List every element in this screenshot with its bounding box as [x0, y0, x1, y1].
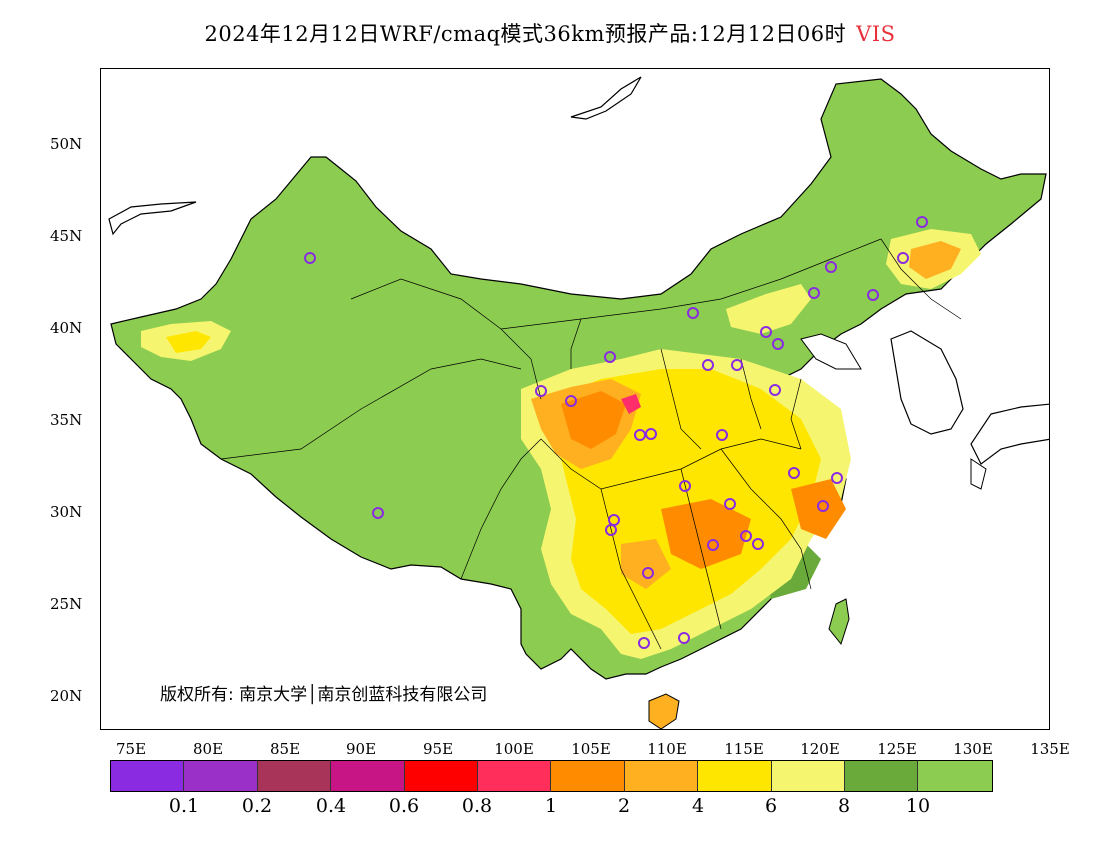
taiwan-island — [828, 598, 850, 646]
lon-label-105e: 105E — [571, 740, 611, 758]
station-marker — [679, 480, 691, 492]
lon-label-130e: 130E — [953, 740, 993, 758]
hainan-island — [648, 693, 680, 729]
legend-label-10: 10 — [905, 795, 931, 817]
korea-outline — [890, 330, 964, 435]
station-marker — [788, 467, 800, 479]
lon-label-85e: 85E — [269, 740, 301, 758]
lat-label-50n: 50N — [50, 135, 83, 153]
shaanxi-pink — [621, 394, 641, 414]
station-marker — [565, 395, 577, 407]
province-borders — [220, 238, 962, 650]
lon-label-135e: 135E — [1030, 740, 1070, 758]
lon-label-80e: 80E — [192, 740, 224, 758]
legend-label-0-8: 0.8 — [461, 795, 493, 817]
lat-label-40n: 40N — [50, 319, 83, 337]
station-marker — [634, 429, 646, 441]
station-marker — [605, 524, 617, 536]
lon-label-125e: 125E — [877, 740, 917, 758]
lon-label-110e: 110E — [647, 740, 687, 758]
bohai-sea — [800, 333, 862, 370]
legend-swatch-3 — [257, 761, 332, 791]
lat-label-45n: 45N — [50, 227, 83, 245]
map-svg — [108, 76, 1049, 729]
station-marker — [867, 289, 879, 301]
xinjiang-core — [166, 331, 211, 353]
lon-label-95e: 95E — [422, 740, 454, 758]
lat-label-35n: 35N — [50, 411, 83, 429]
station-marker — [817, 500, 829, 512]
legend-swatch-4 — [331, 761, 405, 791]
legend-label-6: 6 — [764, 795, 778, 817]
station-marker — [831, 472, 843, 484]
legend-swatch-2 — [184, 761, 258, 791]
copyright-notice: 版权所有: 南京大学│南京创蓝科技有限公司 — [160, 685, 488, 705]
station-marker — [702, 359, 714, 371]
station-marker — [897, 252, 909, 264]
station-marker — [604, 351, 616, 363]
station-marker — [678, 632, 690, 644]
legend-swatch-9 — [698, 761, 772, 791]
legend-swatch-5 — [404, 761, 478, 791]
legend-label-1: 1 — [544, 795, 558, 817]
legend-swatch-11 — [844, 761, 919, 791]
central-haze-orange-4 — [621, 539, 671, 589]
lon-label-75e: 75E — [115, 740, 147, 758]
japan-south — [970, 458, 987, 490]
legend-swatch-12 — [918, 761, 992, 791]
station-marker — [808, 287, 820, 299]
legend-swatch-10 — [771, 761, 845, 791]
station-marker — [642, 567, 654, 579]
station-marker — [825, 261, 837, 273]
legend-label-4: 4 — [691, 795, 705, 817]
station-marker — [724, 498, 736, 510]
lon-label-90e: 90E — [345, 740, 377, 758]
color-legend — [110, 760, 993, 792]
station-marker — [731, 359, 743, 371]
station-marker — [707, 539, 719, 551]
north-haze — [726, 284, 811, 334]
map-title: 2024年12月12日WRF/cmaq模式36km预报产品:12月12日06时 V… — [0, 18, 1100, 48]
title-text: 2024年12月12日WRF/cmaq模式36km预报产品:12月12日06时 — [204, 22, 847, 46]
legend-swatch-1 — [111, 761, 185, 791]
central-haze-orange-2 — [661, 499, 751, 569]
coastline-north — [570, 76, 642, 120]
legend-swatch-7 — [551, 761, 625, 791]
station-marker — [645, 428, 657, 440]
lon-label-115e: 115E — [724, 740, 764, 758]
station-marker — [535, 385, 547, 397]
station-marker — [916, 216, 928, 228]
legend-label-8: 8 — [837, 795, 851, 817]
lat-label-30n: 30N — [50, 503, 83, 521]
legend-swatch-8 — [624, 761, 699, 791]
map-panel — [100, 68, 1050, 730]
station-marker — [772, 338, 784, 350]
legend-label-2: 2 — [617, 795, 631, 817]
lon-label-100e: 100E — [494, 740, 534, 758]
lat-label-20n: 20N — [50, 687, 83, 705]
variable-label: VIS — [856, 22, 896, 46]
station-marker — [769, 384, 781, 396]
coastline-northwest — [108, 201, 197, 236]
legend-label-0-2: 0.2 — [241, 795, 273, 817]
station-marker — [760, 326, 772, 338]
lon-label-120e: 120E — [800, 740, 840, 758]
station-marker — [687, 307, 699, 319]
central-haze-orange-1 — [561, 391, 626, 449]
legend-swatch-6 — [477, 761, 552, 791]
station-marker — [304, 252, 316, 264]
japan-outline — [970, 403, 1049, 465]
legend-label-0-6: 0.6 — [388, 795, 420, 817]
station-marker — [372, 507, 384, 519]
lat-label-25n: 25N — [50, 595, 83, 613]
northeast-core — [909, 241, 961, 279]
legend-label-0-4: 0.4 — [315, 795, 347, 817]
station-marker — [716, 429, 728, 441]
legend-label-0-1: 0.1 — [168, 795, 200, 817]
station-marker — [740, 530, 752, 542]
station-marker — [638, 637, 650, 649]
station-marker — [752, 538, 764, 550]
